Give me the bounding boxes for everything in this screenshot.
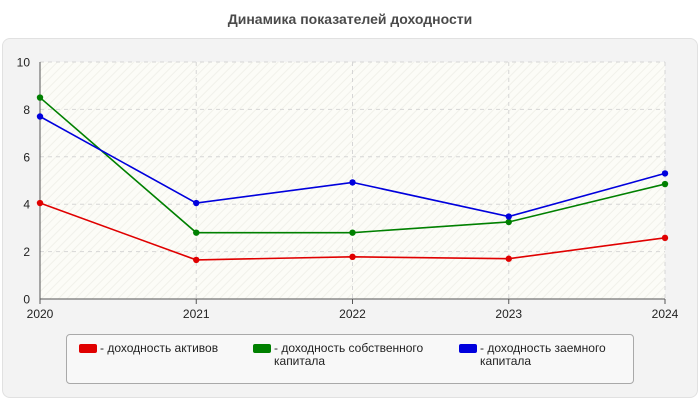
legend-swatch-assets xyxy=(79,344,97,353)
x-tick-label: 2020 xyxy=(27,307,54,321)
legend-label-assets: доходность активов xyxy=(100,342,260,355)
y-tick-label: 6 xyxy=(23,150,30,164)
data-point-assets xyxy=(661,234,669,242)
data-point-equity xyxy=(36,94,44,101)
legend-swatch-equity xyxy=(253,344,271,353)
data-point-equity xyxy=(193,229,200,236)
x-tick-label: 2023 xyxy=(495,307,522,321)
data-point-debt xyxy=(349,179,356,186)
y-tick-label: 10 xyxy=(17,56,31,70)
data-point-debt xyxy=(661,170,669,177)
legend-label-debt: доходность заемного капитала xyxy=(480,342,640,368)
data-point-assets xyxy=(349,253,356,261)
data-point-assets xyxy=(193,256,200,264)
legend-label-equity: доходность собственного капитала xyxy=(274,342,434,368)
legend-item-equity: доходность собственного капитала xyxy=(253,342,434,368)
y-tick-label: 0 xyxy=(23,293,30,307)
legend-item-assets: доходность активов xyxy=(79,342,260,355)
legend: доходность активов доходность собственно… xyxy=(66,334,634,384)
data-point-debt xyxy=(193,199,200,207)
legend-item-debt: доходность заемного капитала xyxy=(459,342,640,368)
data-point-equity xyxy=(661,180,669,188)
data-point-assets xyxy=(36,199,44,207)
y-tick-label: 2 xyxy=(23,245,30,259)
x-tick-label: 2022 xyxy=(339,307,366,321)
y-tick-label: 8 xyxy=(23,103,30,117)
data-point-assets xyxy=(505,255,512,262)
y-tick-label: 4 xyxy=(23,198,30,212)
data-point-debt xyxy=(36,113,44,120)
data-point-equity xyxy=(349,229,356,236)
data-point-equity xyxy=(505,218,512,226)
x-tick-label: 2021 xyxy=(183,307,210,321)
legend-swatch-debt xyxy=(459,344,477,353)
chart-title: Динамика показателей доходности xyxy=(227,11,473,27)
data-point-debt xyxy=(505,213,512,220)
x-tick-label: 2024 xyxy=(652,307,679,321)
